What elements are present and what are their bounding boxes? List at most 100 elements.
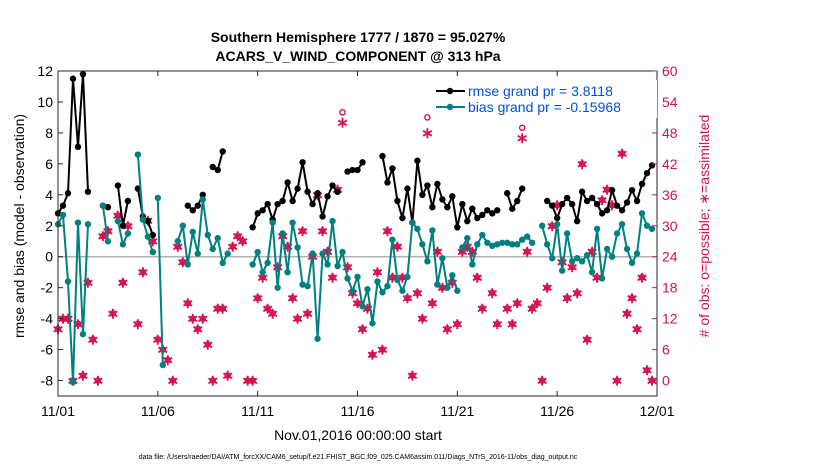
rmse-data-point [379, 152, 386, 160]
rmse-data-point [319, 213, 326, 220]
rmse-data-point [194, 202, 201, 209]
bias-data-point [304, 282, 311, 290]
y-right-tick-label: 30 [662, 218, 678, 234]
obs-possible-marker [473, 274, 481, 281]
obs-possible-marker [289, 294, 296, 302]
y-right-tick-label: 24 [662, 249, 678, 265]
bias-data-point [354, 273, 361, 281]
obs-assimilated-marker: ∗ [82, 275, 95, 292]
obs-possible-marker [503, 305, 511, 312]
bias-data-point [379, 289, 386, 296]
obs-possible-marker [169, 377, 177, 384]
bias-series-line [101, 205, 109, 242]
bias-data-point [214, 234, 221, 242]
bias-data-point [179, 222, 186, 229]
bias-data-point [74, 219, 82, 226]
bias-data-point [469, 261, 476, 268]
bias-data-point [578, 258, 586, 265]
obs-assimilated-marker: ∗ [506, 316, 519, 333]
obs-assimilated-marker: ∗ [641, 362, 654, 379]
obs-assimilated-marker: ∗ [631, 321, 644, 338]
bias-data-point [509, 241, 516, 248]
obs-assimilated-marker: ∗ [566, 259, 579, 276]
rmse-data-point [633, 197, 641, 205]
bias-data-point [404, 273, 411, 281]
obs-possible-marker [269, 310, 276, 317]
obs-possible-marker [209, 377, 217, 384]
obs-possible-marker [109, 310, 117, 317]
obs-possible-marker [99, 232, 107, 240]
rmse-data-point [618, 207, 626, 214]
bias-data-point [543, 241, 551, 248]
obs-assimilated-marker: ∗ [371, 264, 384, 281]
bias-data-point [464, 234, 471, 242]
bias-data-point [314, 335, 321, 342]
rmse-data-point [638, 180, 646, 188]
obs-assimilated-marker: ∗ [406, 367, 419, 384]
obs-possible-marker [354, 299, 361, 307]
obs-assimilated-marker: ∗ [92, 373, 105, 390]
obs-possible-marker [598, 196, 606, 204]
rmse-data-point [623, 199, 631, 206]
rmse-data-point [349, 166, 356, 174]
obs-assimilated-marker: ∗ [102, 223, 115, 240]
y-right-tick-label: 54 [662, 94, 678, 110]
x-tick-label: 12/01 [639, 403, 674, 419]
bias-data-point [593, 225, 601, 233]
obs-assimilated-marker: ∗ [451, 316, 464, 333]
obs-possible-marker [454, 320, 461, 328]
obs-assimilated-marker: ∗ [137, 264, 150, 281]
rmse-data-point [548, 202, 556, 209]
rmse-data-point [613, 202, 621, 209]
rmse-data-point [284, 179, 291, 186]
obs-possible-marker [508, 320, 516, 328]
y-left-tick-label: -6 [41, 342, 54, 358]
rmse-data-point [304, 188, 311, 195]
rmse-data-point [454, 224, 461, 231]
obs-possible-marker [89, 335, 97, 343]
obs-assimilated-marker: ∗ [541, 280, 554, 297]
obs-possible-marker [623, 310, 631, 317]
obs-assimilated-marker: ∗ [181, 295, 194, 312]
rmse-data-point [568, 200, 576, 208]
rmse-data-point [334, 188, 341, 195]
obs-assimilated-marker: ∗ [411, 285, 424, 302]
bias-data-point [583, 251, 591, 259]
rmse-data-point [464, 217, 471, 225]
obs-assimilated-marker: ∗ [336, 115, 349, 132]
y-left-tick-label: 2 [45, 218, 53, 234]
bias-data-point [309, 250, 316, 257]
rmse-data-point [449, 193, 456, 200]
bias-data-point [414, 225, 421, 233]
bias-data-point [494, 241, 501, 248]
obs-assimilated-marker: ∗ [636, 269, 649, 286]
bias-data-point [184, 261, 191, 268]
obs-assimilated-marker: ∗ [211, 300, 224, 317]
obs-assimilated-marker: ∗ [132, 316, 145, 333]
obs-possible-marker [369, 351, 376, 359]
x-tick-label: 11/26 [540, 403, 574, 419]
bias-data-point [439, 255, 446, 262]
x-tick-label: 11/21 [440, 403, 474, 419]
obs-possible-marker [643, 366, 651, 374]
bias-data-point [429, 227, 436, 234]
obs-possible-marker [299, 227, 306, 235]
obs-possible-marker [304, 310, 311, 317]
bias-data-point [294, 244, 301, 251]
bias-data-point [159, 361, 167, 369]
obs-assimilated-marker: ∗ [616, 146, 629, 163]
obs-possible-marker [409, 372, 416, 379]
bias-data-point [274, 284, 281, 291]
y-left-tick-label: 8 [45, 125, 53, 141]
bias-data-point [189, 228, 196, 236]
obs-assimilated-marker: ∗ [401, 290, 414, 307]
rmse-data-point [489, 210, 496, 217]
bias-data-point [84, 221, 92, 228]
y-right-tick-label: 36 [662, 187, 678, 203]
y-right-tick-label: 18 [662, 280, 678, 296]
y-left-tick-label: -8 [41, 373, 54, 389]
obs-assimilated-marker: ∗ [107, 305, 120, 322]
obs-assimilated-marker: ∗ [316, 223, 329, 240]
y-left-tick-label: 0 [45, 249, 53, 265]
